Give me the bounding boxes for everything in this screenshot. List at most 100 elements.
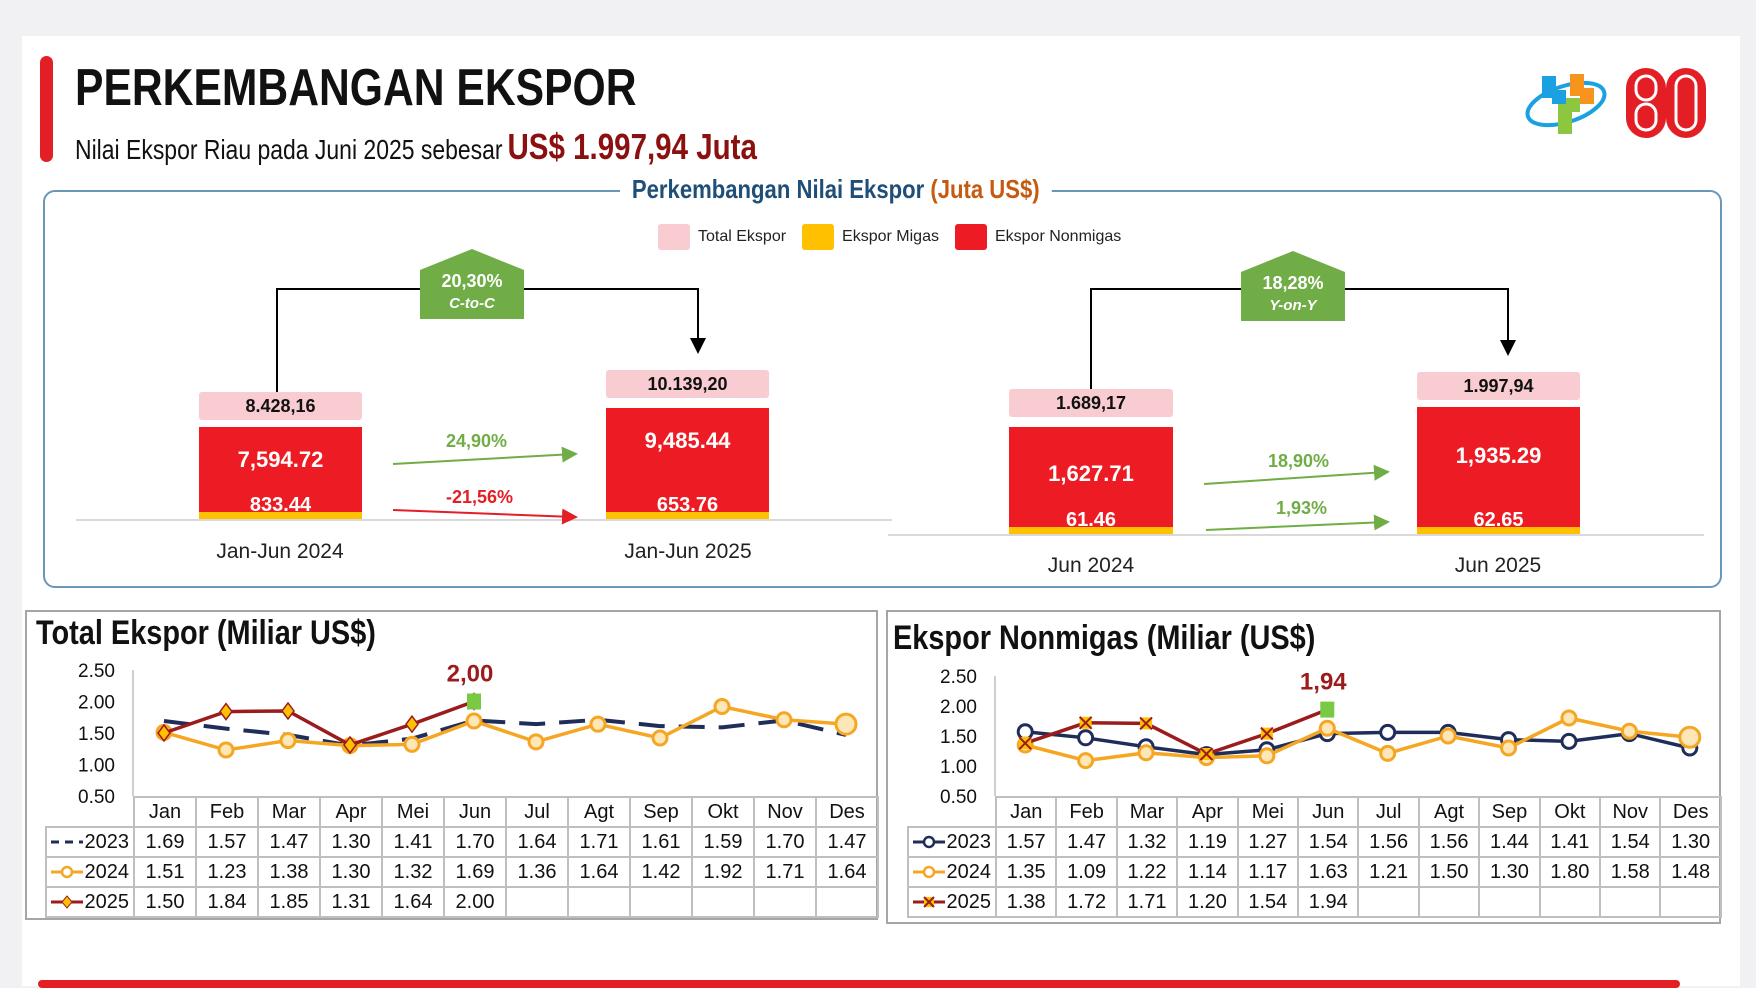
panel-title-unit: (Juta US$) xyxy=(930,174,1040,204)
legend-key-icon xyxy=(912,835,945,849)
latest-value-annotation: 1,94 xyxy=(1300,669,1347,696)
data-point-2024 xyxy=(1077,752,1095,770)
nonmigas-growth-arrow xyxy=(1203,464,1390,485)
table-cell xyxy=(1357,886,1420,918)
bar-jan-jun-2024: 7,594.72 833.44 xyxy=(199,427,362,519)
table-cell: 1.54 xyxy=(1599,826,1662,858)
data-point-2024 xyxy=(1318,719,1336,737)
series-label: 2024 xyxy=(907,856,997,888)
table-cell: 1.22 xyxy=(1115,856,1179,888)
month-header: Feb xyxy=(195,796,259,828)
chart-title: Total Ekspor (Miliar US$) xyxy=(36,614,376,652)
table-cell xyxy=(1659,886,1722,918)
data-point-2024 xyxy=(279,732,297,750)
table-cell: 1.51 xyxy=(133,856,197,888)
table-cell: 1.41 xyxy=(381,826,445,858)
migas-growth-arrow xyxy=(1205,514,1390,531)
table-cell: 1.42 xyxy=(629,856,693,888)
table-cell: 1.54 xyxy=(1236,886,1300,918)
data-point-2025 xyxy=(1018,736,1032,750)
y-tick-label: 1.00 xyxy=(940,757,977,778)
total-label: 8.428,16 xyxy=(199,392,362,420)
table-header-row: Jan Feb Mar Apr Mei Jun Jul Agt Sep Okt Nov Des xyxy=(908,796,1722,828)
legend-label: Ekspor Nonmigas xyxy=(994,228,1122,245)
table-cell: 1.94 xyxy=(1297,886,1360,918)
data-point-2025 xyxy=(1199,747,1214,761)
table-corner xyxy=(908,797,996,827)
legend-key-icon xyxy=(50,865,83,879)
data-point-2024 xyxy=(1500,739,1518,757)
yoy-nonmigas-growth: 18,90% xyxy=(1268,451,1330,471)
legend-swatch xyxy=(802,224,835,250)
table-cell: 1.23 xyxy=(195,856,259,888)
table-cell: 1.56 xyxy=(1357,826,1420,858)
category-label: Jun 2024 xyxy=(1047,554,1135,577)
data-point-2025 xyxy=(281,701,295,721)
data-point-2025 xyxy=(219,702,233,721)
table-row: 2023 1.69 1.57 1.47 1.30 1.41 1.70 1.64 1.71 1.61… xyxy=(45,826,879,858)
y-tick-label: 0.50 xyxy=(78,787,115,808)
data-point-2024 xyxy=(834,712,858,736)
table-cell: 1.71 xyxy=(1115,886,1179,918)
table-cell xyxy=(1538,886,1602,918)
bps-logo xyxy=(1525,74,1607,134)
legend-item-total: Total Ekspor xyxy=(658,224,786,250)
bar-jun-2025: 1,935.29 62.65 xyxy=(1417,407,1580,534)
month-header: Apr xyxy=(319,796,383,828)
data-point-2024 xyxy=(1560,709,1578,727)
table-cell: 1.09 xyxy=(1055,856,1118,888)
month-header: Nov xyxy=(1599,796,1662,828)
table-cell: 1.48 xyxy=(1659,856,1722,888)
table-cell: 1.85 xyxy=(257,886,321,918)
table-cell: 1.31 xyxy=(319,886,383,918)
table-row: 2024 1.51 1.23 1.38 1.30 1.32 1.69 1.36 1.64 1.42… xyxy=(45,856,879,888)
migas-segment xyxy=(199,512,362,519)
table-cell: 1.47 xyxy=(815,826,879,858)
month-header: Jan xyxy=(133,796,197,828)
table-cell: 1.84 xyxy=(195,886,259,918)
legend-label: Total Ekspor xyxy=(698,228,787,245)
data-point-2024 xyxy=(651,729,669,747)
table-cell: 1.30 xyxy=(319,856,383,888)
legend-swatch xyxy=(954,224,987,250)
table-cell: 1.30 xyxy=(1659,826,1722,858)
data-point-2024 xyxy=(1379,744,1397,762)
subtitle-text: Nilai Ekspor Riau pada Juni 2025 sebesar xyxy=(75,134,503,165)
table-cell: 1.27 xyxy=(1236,826,1300,858)
table-cell xyxy=(1478,886,1541,918)
series-label: 2025 xyxy=(907,886,997,918)
80-anniversary-logo xyxy=(1626,68,1706,138)
table-cell: 2.00 xyxy=(443,886,507,918)
month-header: Mar xyxy=(257,796,321,828)
table-cell: 1.64 xyxy=(381,886,445,918)
badge-label: Y-on-Y xyxy=(1269,297,1317,314)
data-point-2024 xyxy=(1620,722,1638,740)
month-header: Des xyxy=(815,796,879,828)
panel-title-text: Perkembangan Nilai Ekspor xyxy=(631,174,925,204)
table-row: 2025 1.38 1.72 1.71 1.20 1.54 1.94 xyxy=(907,886,1722,918)
table-cell xyxy=(567,886,631,918)
table-cell: 1.30 xyxy=(319,826,383,858)
month-header: Des xyxy=(1659,796,1722,828)
bar-jan-jun-2025: 9,485.44 653.76 xyxy=(606,408,769,519)
migas-segment xyxy=(1009,527,1173,534)
table-cell: 1.47 xyxy=(257,826,321,858)
month-header: Sep xyxy=(1478,796,1541,828)
series-name: 2023 xyxy=(84,830,130,853)
table-cell xyxy=(753,886,817,918)
category-label: Jan-Jun 2025 xyxy=(624,540,752,563)
table-cell: 1.50 xyxy=(1417,856,1481,888)
data-point-2025 xyxy=(1260,726,1274,741)
migas-value: 61.46 xyxy=(1065,509,1117,531)
table-corner xyxy=(46,797,134,827)
month-header: Agt xyxy=(1417,796,1481,828)
legend-swatch xyxy=(658,224,690,250)
table-cell: 1.17 xyxy=(1236,856,1300,888)
table-cell xyxy=(629,886,693,918)
y-tick-label: 1.50 xyxy=(78,724,115,745)
table-cell xyxy=(691,886,755,918)
data-point-2025 xyxy=(405,714,419,734)
data-point-2024 xyxy=(589,715,607,733)
table-cell: 1.64 xyxy=(505,826,569,858)
